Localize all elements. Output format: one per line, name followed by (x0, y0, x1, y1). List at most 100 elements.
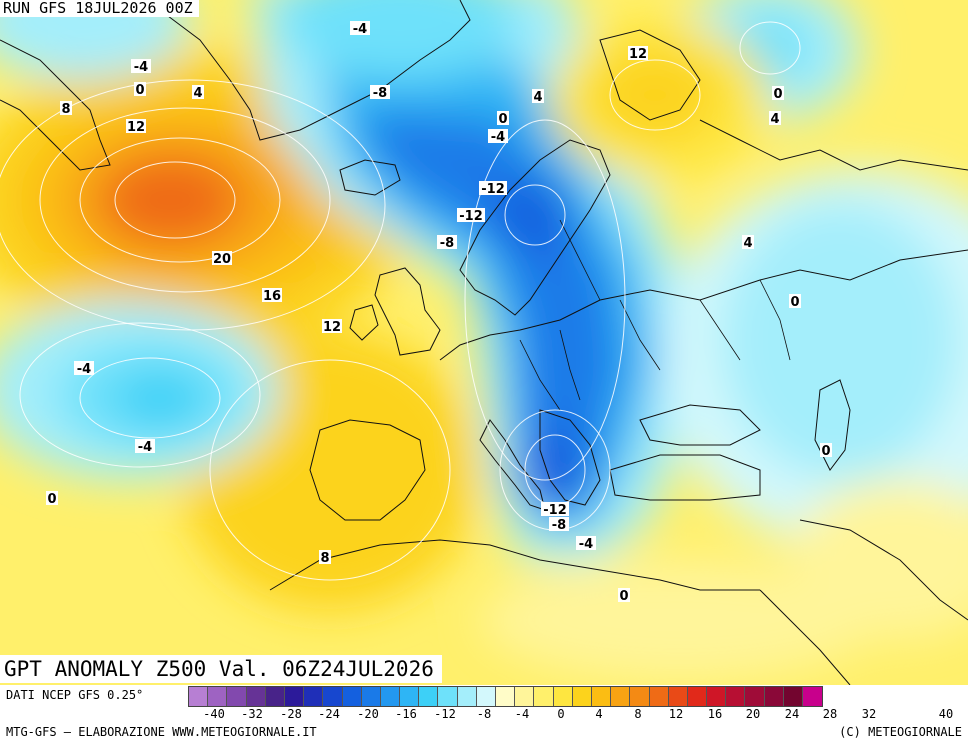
contour-label-ireland-west: 12 (322, 319, 342, 335)
contour-label-iceland-north: -8 (370, 85, 390, 101)
scale-swatch (687, 687, 708, 706)
svg-text:16: 16 (263, 289, 281, 304)
color-scale-ticks: -40 -32 -28 -24 -20 -16 -12 -8 -4 0 4 8 12 16 20 24 28 32… (188, 707, 968, 723)
svg-text:-4: -4 (134, 60, 148, 75)
scale-swatch (284, 687, 305, 706)
svg-text:4: 4 (533, 90, 542, 105)
scale-tick-label: -20 (357, 707, 379, 721)
coastlines (0, 0, 968, 685)
scale-swatch (438, 687, 458, 706)
contour-label-ionian-sea: -12 (541, 502, 569, 518)
svg-text:8: 8 (320, 551, 329, 566)
scale-tick-label: -8 (476, 707, 492, 721)
scale-swatch (745, 687, 765, 706)
contour-value-labels: -4-40 4812201612-804-4-12-12-81204400-4-4… (46, 21, 832, 604)
data-source-label: DATI NCEP GFS 0.25° (6, 688, 144, 702)
caspian-coast (814, 379, 851, 471)
contour-label-norway-south: -12 (457, 208, 485, 224)
britain-coast (374, 267, 441, 356)
run-title: RUN GFS 18JUL2026 00Z (0, 0, 199, 17)
turkey-coast (609, 454, 761, 501)
svg-text:0: 0 (619, 589, 628, 604)
scale-swatch (534, 687, 554, 706)
svg-text:0: 0 (135, 83, 144, 98)
scale-swatch (764, 687, 784, 706)
contour-label-libya-coast: -4 (576, 536, 596, 552)
svg-text:-8: -8 (552, 518, 566, 533)
svg-text:20: 20 (213, 252, 231, 267)
black-sea-coast (639, 404, 761, 446)
scale-swatch (496, 687, 516, 706)
scale-swatch (361, 687, 381, 706)
scale-swatch (400, 687, 420, 706)
scale-tick-label: 24 (784, 707, 800, 721)
contour-label-atlantic-high-east: 16 (262, 288, 282, 304)
scale-swatch (189, 687, 209, 706)
contour-lines (0, 21, 801, 581)
contour-label-barents-sea: 12 (628, 46, 648, 62)
ireland-coast (349, 304, 379, 341)
italy-coast (479, 419, 546, 511)
anomaly-shading (0, 0, 968, 680)
scale-swatch (611, 687, 631, 706)
weather-map: -4 -4 0 4 8 12 20 16 12 -8 0 4 -4 -12 -12 -8 12 0 4 4 0 0 -4 -4… (0, 0, 968, 685)
contour-label-russia-central: 0 (789, 294, 801, 310)
scale-tick-label: 12 (668, 707, 684, 721)
contour-label-urals-north-south: 4 (769, 111, 781, 127)
copyright-label: (C) METEOGIORNALE (839, 725, 962, 739)
contour-label-morocco-north: 8 (319, 550, 331, 566)
legend-footer: DATI NCEP GFS 0.25° -40 -32 -28 -24 -20 -16 -1… (0, 685, 968, 745)
scale-tick-label: -32 (241, 707, 263, 721)
svg-text:-8: -8 (373, 86, 387, 101)
svg-text:-4: -4 (579, 537, 593, 552)
contour-label-azores-south: -4 (135, 439, 155, 455)
scale-swatch (803, 687, 823, 706)
scale-swatch (246, 687, 266, 706)
scale-swatch (783, 687, 803, 706)
contour-label-newfoundland-west: 8 (60, 101, 72, 117)
labrador-coast (0, 39, 111, 171)
contour-label-newfoundland: 12 (126, 119, 146, 135)
contour-label-labrador-south: 0 (134, 82, 146, 98)
contour-label-madeira: 0 (46, 491, 58, 507)
russia-arctic-coast (699, 119, 968, 171)
europe-north-coast (439, 249, 968, 361)
scale-tick-label: -4 (514, 707, 530, 721)
contour-label-ionian-sea-south: -8 (549, 517, 569, 533)
scale-swatch (342, 687, 362, 706)
scale-swatch (515, 687, 535, 706)
svg-text:4: 4 (193, 86, 202, 101)
scale-tick-label: -24 (318, 707, 340, 721)
anomaly-field: -4-40 4812201612-804-4-12-12-81204400-4-4… (0, 0, 968, 685)
contour-label-azores-north: -4 (74, 361, 94, 377)
svg-text:12: 12 (323, 320, 341, 335)
contour-label-norwegian-sea-north: 0 (497, 111, 509, 127)
svg-text:-4: -4 (77, 362, 91, 377)
scale-tick-label: 16 (707, 707, 723, 721)
svg-text:-4: -4 (138, 440, 152, 455)
red-sea-coast (759, 589, 851, 685)
scale-swatch (591, 687, 612, 706)
novaya-zemlya-coast (599, 29, 701, 121)
svg-text:0: 0 (498, 112, 507, 127)
svg-text:-8: -8 (440, 236, 454, 251)
iceland-coast (339, 159, 401, 196)
scale-swatch (419, 687, 439, 706)
contour-label-north-sea: -8 (437, 235, 457, 251)
scale-swatch (476, 687, 496, 706)
scale-swatch (265, 687, 285, 706)
greece-coast (539, 409, 601, 506)
svg-text:4: 4 (743, 236, 752, 251)
svg-text:12: 12 (629, 47, 647, 62)
contour-label-norway-central: -12 (479, 181, 507, 197)
contour-label-egypt-libya: 0 (618, 588, 630, 604)
scandinavia-coast (459, 139, 611, 316)
elaboration-credit: MTG-GFS – ELABORAZIONE WWW.METEOGIORNALE… (6, 725, 317, 739)
svg-text:0: 0 (821, 444, 830, 459)
svg-text:-4: -4 (353, 22, 367, 37)
greenland-coast (159, 0, 471, 141)
scale-swatch (380, 687, 401, 706)
scale-tick-label: -16 (395, 707, 417, 721)
contour-label-labrador-east: 4 (192, 85, 204, 101)
scale-tick-label: 28 (822, 707, 838, 721)
